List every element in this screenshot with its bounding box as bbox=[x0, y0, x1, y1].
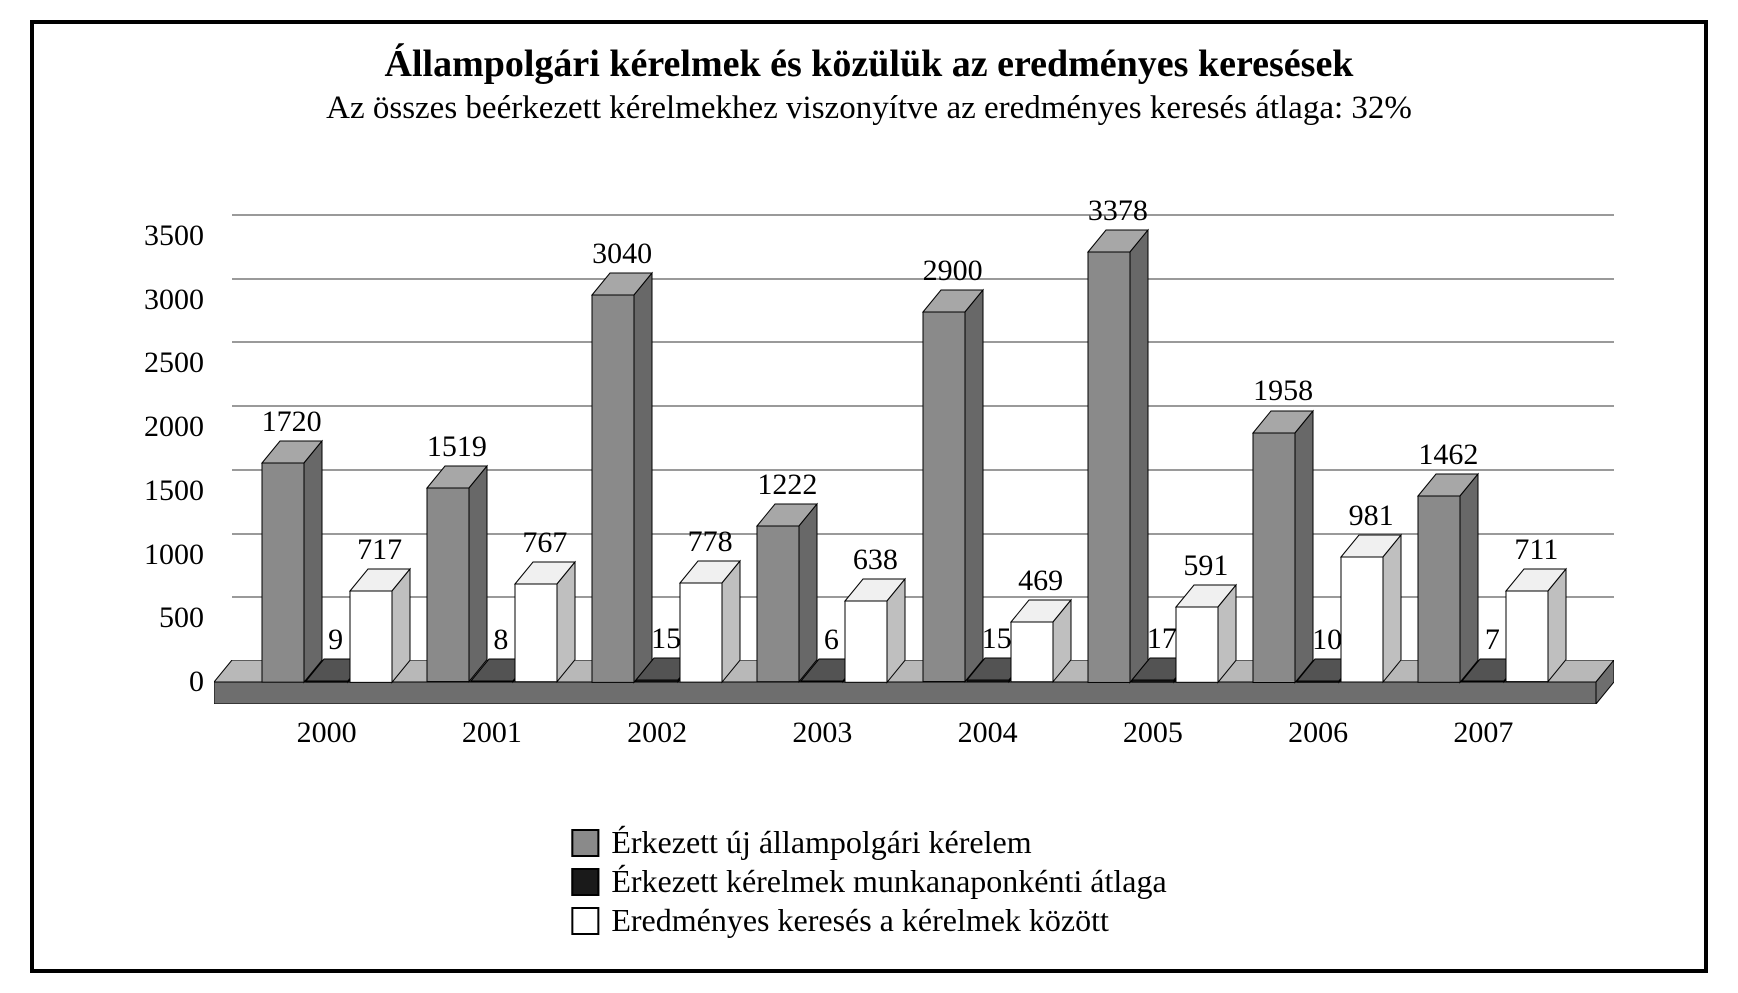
y-tick-label: 3500 bbox=[104, 219, 204, 253]
bar bbox=[757, 504, 817, 682]
bar bbox=[1341, 535, 1401, 682]
value-label: 981 bbox=[1349, 499, 1394, 533]
value-label: 778 bbox=[688, 525, 733, 559]
y-tick-label: 2000 bbox=[104, 410, 204, 444]
value-label: 591 bbox=[1183, 549, 1228, 583]
value-label: 3040 bbox=[592, 237, 652, 271]
bar bbox=[1253, 411, 1313, 683]
value-label: 711 bbox=[1514, 533, 1558, 567]
legend: Érkezett új állampolgári kérelemÉrkezett… bbox=[571, 822, 1166, 941]
value-label: 17 bbox=[1147, 622, 1177, 656]
bar bbox=[515, 562, 575, 682]
value-label: 15 bbox=[982, 622, 1012, 656]
legend-item: Érkezett új állampolgári kérelem bbox=[571, 824, 1166, 861]
legend-label: Eredményes keresés a kérelmek között bbox=[611, 902, 1109, 939]
chart-title: Állampolgári kérelmek és közülük az ered… bbox=[34, 42, 1704, 86]
chart-subtitle: Az összes beérkezett kérelmekhez viszony… bbox=[34, 90, 1704, 127]
bar bbox=[845, 579, 905, 682]
x-tick-label: 2007 bbox=[1453, 716, 1513, 750]
value-label: 10 bbox=[1312, 623, 1342, 657]
legend-item: Érkezett kérelmek munkanaponkénti átlaga bbox=[571, 863, 1166, 900]
legend-label: Érkezett új állampolgári kérelem bbox=[611, 824, 1031, 861]
value-label: 1720 bbox=[262, 405, 322, 439]
x-tick-label: 2004 bbox=[958, 716, 1018, 750]
legend-swatch bbox=[571, 829, 599, 857]
x-tick-label: 2001 bbox=[462, 716, 522, 750]
titles-block: Állampolgári kérelmek és közülük az ered… bbox=[34, 42, 1704, 127]
legend-label: Érkezett kérelmek munkanaponkénti átlaga bbox=[611, 863, 1166, 900]
chart-floor bbox=[214, 660, 1614, 704]
bar bbox=[1011, 600, 1071, 682]
value-label: 1222 bbox=[757, 468, 817, 502]
bar bbox=[592, 273, 652, 682]
legend-swatch bbox=[571, 907, 599, 935]
bar bbox=[923, 290, 983, 682]
value-label: 8 bbox=[493, 623, 508, 657]
value-label: 469 bbox=[1018, 564, 1063, 598]
value-label: 9 bbox=[328, 623, 343, 657]
gridline bbox=[232, 214, 1614, 216]
legend-item: Eredményes keresés a kérelmek között bbox=[571, 902, 1166, 939]
value-label: 1519 bbox=[427, 430, 487, 464]
bar bbox=[1418, 474, 1478, 682]
bar bbox=[1506, 569, 1566, 682]
x-tick-label: 2005 bbox=[1123, 716, 1183, 750]
bar bbox=[1088, 230, 1148, 682]
value-label: 1958 bbox=[1253, 374, 1313, 408]
legend-swatch bbox=[571, 868, 599, 896]
plot-area: 1720 9 717 1519 8 767 3040 15 778 1222 bbox=[214, 214, 1614, 704]
value-label: 717 bbox=[357, 533, 402, 567]
value-label: 6 bbox=[824, 623, 839, 657]
x-tick-label: 2000 bbox=[297, 716, 357, 750]
y-axis-ticks: 0 500 1000 1500 2000 2500 3000 3500 bbox=[104, 214, 214, 704]
value-label: 638 bbox=[853, 543, 898, 577]
y-tick-label: 1000 bbox=[104, 538, 204, 572]
y-tick-label: 1500 bbox=[104, 474, 204, 508]
bar bbox=[1176, 585, 1236, 682]
y-tick-label: 0 bbox=[104, 665, 204, 699]
y-tick-label: 2500 bbox=[104, 346, 204, 380]
x-tick-label: 2002 bbox=[627, 716, 687, 750]
bar bbox=[350, 569, 410, 682]
bar bbox=[262, 441, 322, 682]
value-label: 1462 bbox=[1418, 438, 1478, 472]
chart-area: 1720 9 717 1519 8 767 3040 15 778 1222 bbox=[104, 214, 1644, 774]
value-label: 7 bbox=[1485, 623, 1500, 657]
value-label: 3378 bbox=[1088, 194, 1148, 228]
bar bbox=[680, 561, 740, 682]
value-label: 767 bbox=[522, 526, 567, 560]
x-tick-label: 2006 bbox=[1288, 716, 1348, 750]
x-tick-label: 2003 bbox=[792, 716, 852, 750]
value-label: 15 bbox=[651, 622, 681, 656]
y-tick-label: 500 bbox=[104, 601, 204, 635]
y-tick-label: 3000 bbox=[104, 283, 204, 317]
chart-frame: Állampolgári kérelmek és közülük az ered… bbox=[30, 20, 1708, 973]
bar bbox=[427, 466, 487, 682]
value-label: 2900 bbox=[923, 254, 983, 288]
